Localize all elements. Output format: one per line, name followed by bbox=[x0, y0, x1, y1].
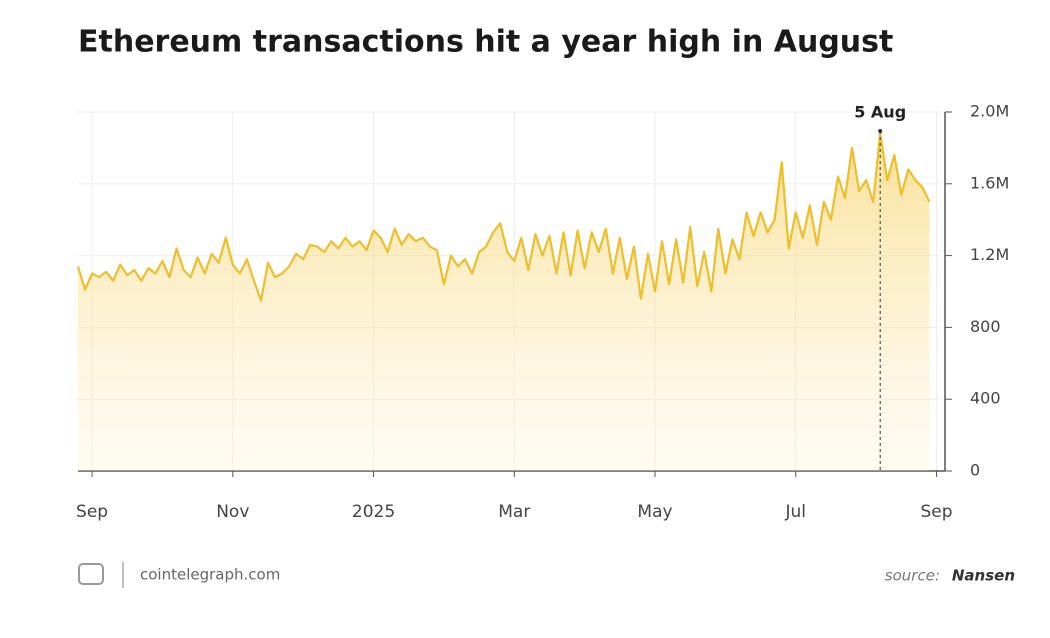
brand: cointelegraph.com bbox=[140, 566, 280, 584]
line bbox=[76, 132, 931, 302]
x-tick-label: Jul bbox=[784, 502, 806, 522]
annotation-label: 5 Aug bbox=[854, 103, 906, 122]
x-tick-label: Sep bbox=[76, 502, 108, 522]
source: Nansen bbox=[952, 567, 1015, 585]
y-tick-label: 0 bbox=[970, 461, 980, 480]
annotation-dot bbox=[878, 129, 883, 133]
logo bbox=[78, 562, 124, 588]
source-label: source: bbox=[885, 567, 940, 585]
x-tick-label: Nov bbox=[216, 502, 249, 522]
x-tick-label: Mar bbox=[498, 502, 530, 522]
y-tick-label: 1.2M bbox=[970, 245, 1009, 264]
x-tick-label: May bbox=[637, 502, 672, 522]
y-tick-label: 2.0M bbox=[970, 102, 1009, 121]
area bbox=[78, 133, 930, 471]
y-tick-label: 1.6M bbox=[970, 173, 1009, 192]
x-tick-label: Sep bbox=[920, 502, 952, 522]
chart-title: Ethereum transactions hit a year high in… bbox=[78, 25, 893, 60]
x-tick-label: 2025 bbox=[352, 502, 395, 522]
y-tick-label: 400 bbox=[970, 389, 1001, 408]
y-tick-label: 800 bbox=[970, 317, 1001, 336]
